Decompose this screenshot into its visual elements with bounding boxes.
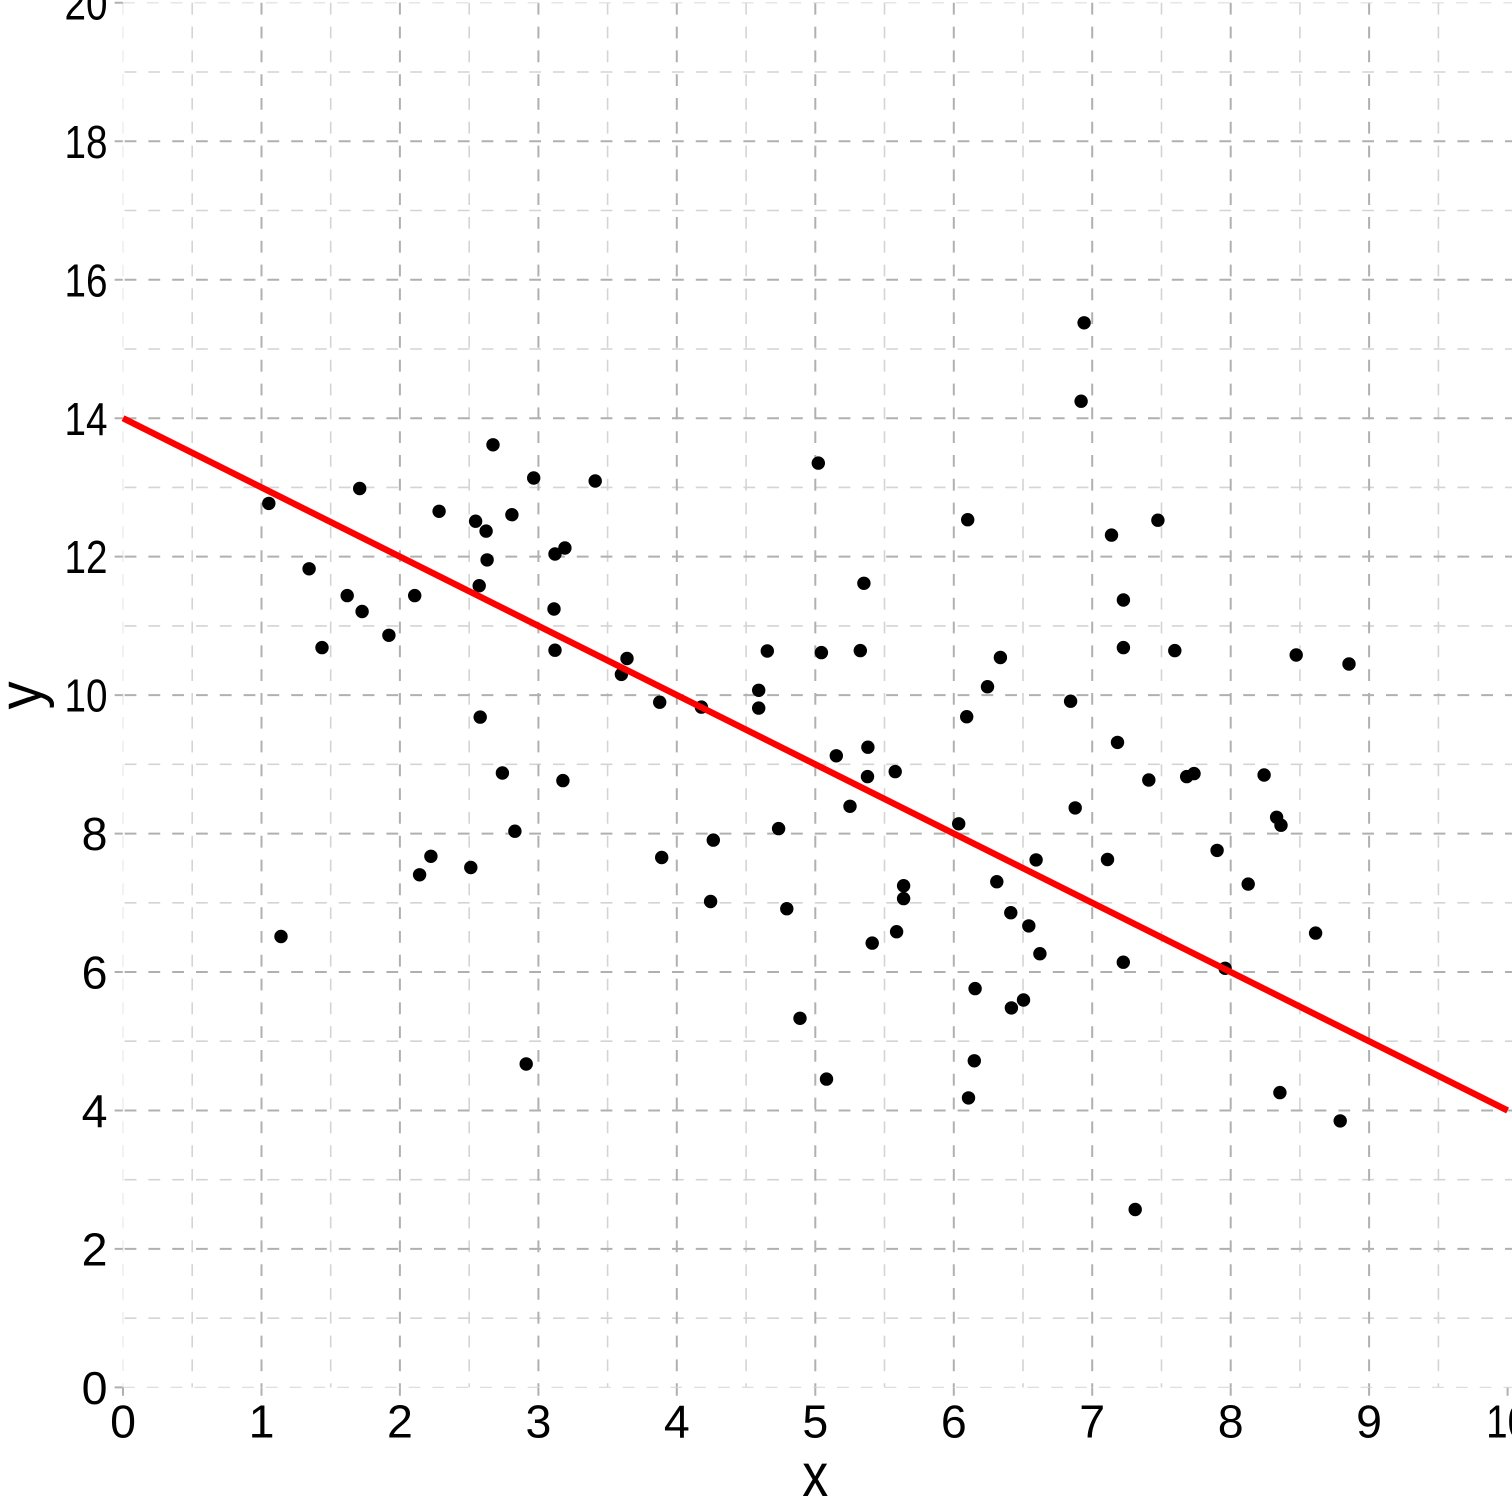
svg-text:2: 2 bbox=[387, 1396, 413, 1448]
svg-text:5: 5 bbox=[802, 1396, 828, 1448]
svg-text:6: 6 bbox=[941, 1396, 967, 1448]
svg-text:10: 10 bbox=[1486, 1396, 1512, 1448]
svg-text:14: 14 bbox=[65, 393, 108, 445]
svg-text:8: 8 bbox=[82, 808, 108, 860]
svg-text:4: 4 bbox=[664, 1396, 690, 1448]
svg-text:x: x bbox=[802, 1441, 828, 1509]
svg-text:12: 12 bbox=[65, 531, 108, 583]
svg-text:10: 10 bbox=[65, 670, 108, 722]
svg-text:20: 20 bbox=[65, 0, 108, 29]
svg-text:18: 18 bbox=[65, 116, 108, 168]
svg-text:1: 1 bbox=[249, 1396, 275, 1448]
svg-text:0: 0 bbox=[82, 1362, 108, 1414]
svg-text:0: 0 bbox=[110, 1396, 136, 1448]
svg-text:4: 4 bbox=[82, 1085, 108, 1137]
svg-text:3: 3 bbox=[525, 1396, 551, 1448]
svg-text:2: 2 bbox=[82, 1224, 108, 1276]
svg-text:y: y bbox=[0, 681, 55, 709]
svg-text:7: 7 bbox=[1079, 1396, 1105, 1448]
svg-text:8: 8 bbox=[1218, 1396, 1244, 1448]
svg-text:16: 16 bbox=[65, 254, 108, 306]
svg-text:9: 9 bbox=[1356, 1396, 1382, 1448]
svg-text:6: 6 bbox=[82, 947, 108, 999]
